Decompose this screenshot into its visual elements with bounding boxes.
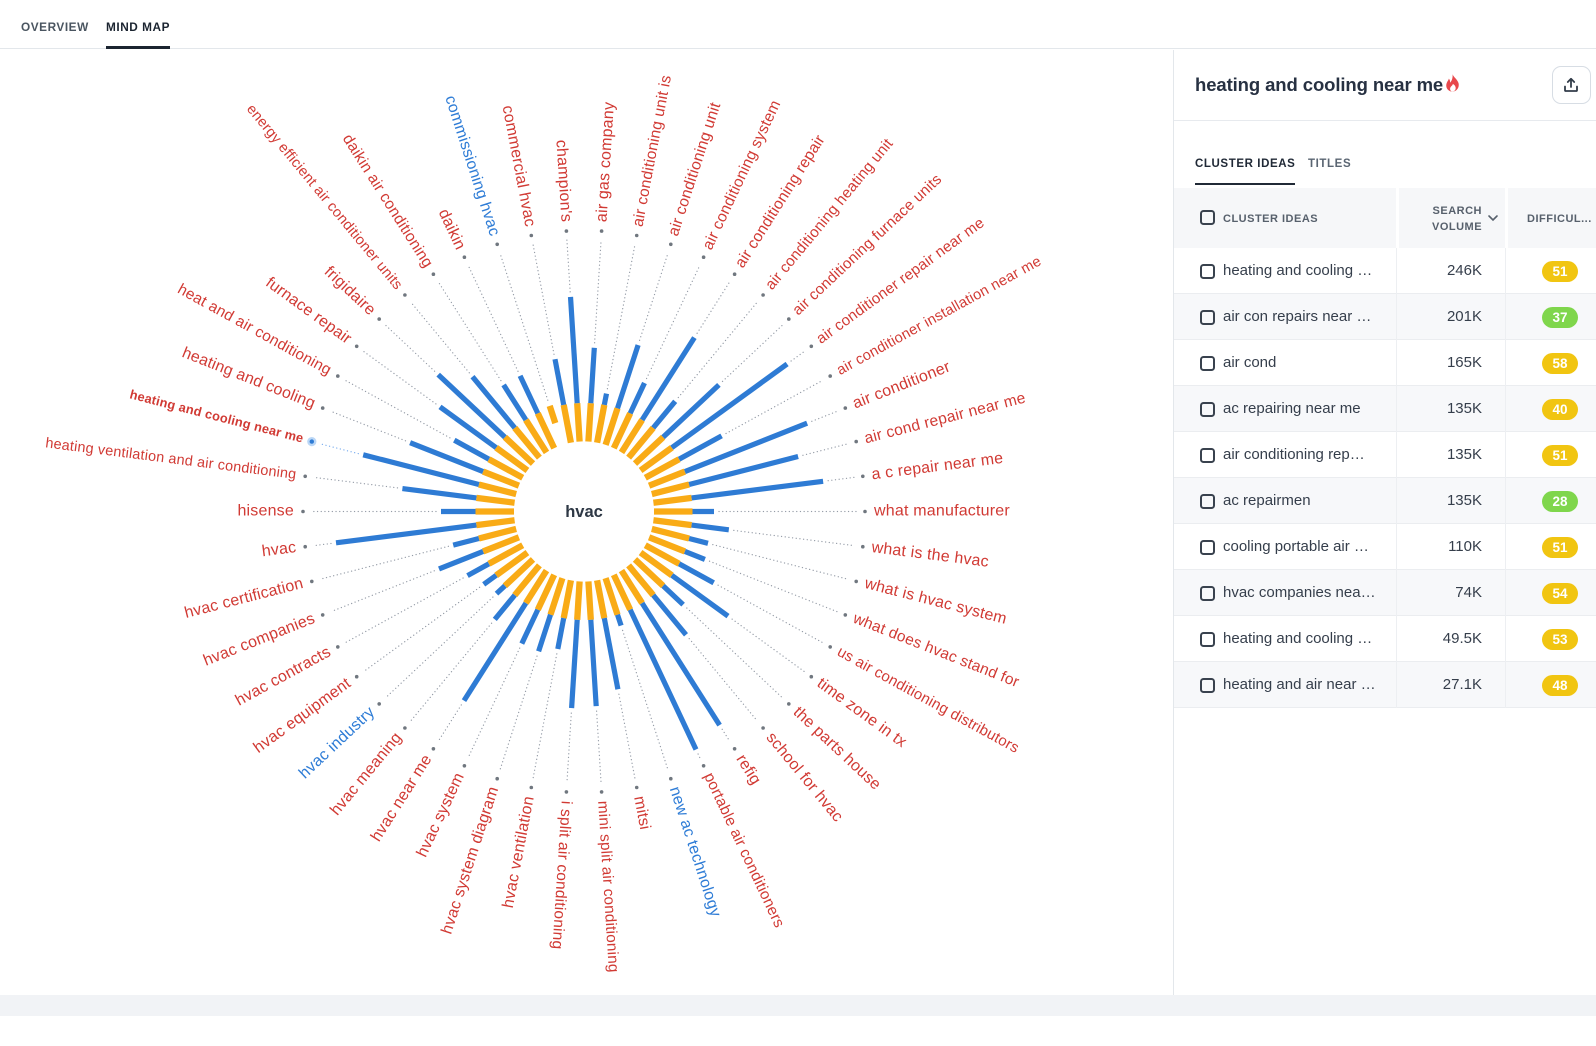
svg-text:hvac system: hvac system xyxy=(414,770,468,860)
svg-text:hvac certification: hvac certification xyxy=(183,575,305,622)
svg-text:air conditioning unit is: air conditioning unit is xyxy=(630,74,676,228)
svg-text:i split air conditioning: i split air conditioning xyxy=(548,800,574,949)
svg-text:refig: refig xyxy=(732,752,764,788)
svg-text:mitsi: mitsi xyxy=(630,795,653,831)
svg-text:frigidaire: frigidaire xyxy=(321,263,379,319)
svg-text:commercial hvac: commercial hvac xyxy=(499,104,539,228)
svg-text:hvac: hvac xyxy=(565,503,603,521)
svg-text:air gas company: air gas company xyxy=(593,101,618,222)
svg-text:hisense: hisense xyxy=(237,503,294,520)
svg-text:heating ventilation and air co: heating ventilation and air conditioning xyxy=(44,435,297,483)
svg-text:daikin: daikin xyxy=(435,206,469,252)
svg-text:air conditioner: air conditioner xyxy=(850,358,953,412)
svg-text:a c repair near me: a c repair near me xyxy=(871,450,1005,483)
svg-text:us air conditioning distributo: us air conditioning distributors xyxy=(834,643,1022,757)
svg-text:champion's: champion's xyxy=(552,139,574,222)
svg-text:hvac: hvac xyxy=(261,539,297,560)
svg-text:what manufacturer: what manufacturer xyxy=(873,503,1010,520)
svg-text:hvac ventilation: hvac ventilation xyxy=(500,795,538,910)
svg-text:daikin air conditioning: daikin air conditioning xyxy=(339,131,436,271)
svg-text:what is the hvac: what is the hvac xyxy=(870,539,990,571)
svg-text:mini split air conditioning: mini split air conditioning xyxy=(594,800,622,973)
